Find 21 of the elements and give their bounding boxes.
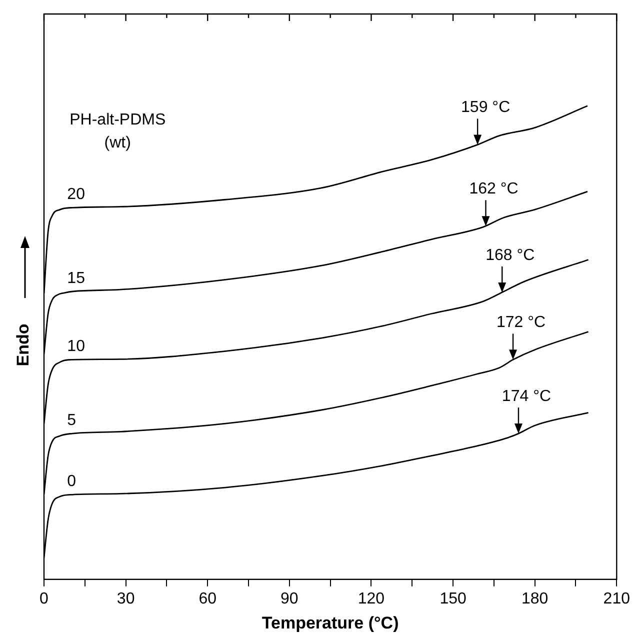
x-tick-label: 210 [603,590,630,608]
x-tick-label: 60 [198,590,217,608]
annotation: 162 °C [469,180,518,198]
series-label: 5 [67,412,76,429]
x-tick-label: 150 [440,590,466,608]
annotation: 159 °C [461,99,510,116]
annotation: 168 °C [486,246,535,264]
annotation: 174 °C [502,388,552,405]
series-label: 15 [67,270,86,287]
series-label: 10 [67,338,86,356]
y-axis-title: Endo [14,324,33,366]
x-tick-label: 120 [358,590,385,608]
legend-title: PH-alt-PDMS (wt) [70,111,166,152]
series-label: 0 [67,473,76,490]
x-axis-title: Temperature (°C) [262,613,399,632]
x-tick-label: 0 [40,590,49,608]
x-tick-label: 30 [116,590,135,608]
x-tick-label: 90 [280,590,298,608]
series-label: 20 [67,186,86,204]
x-tick-label: 180 [521,590,548,608]
annotation: 172 °C [496,314,546,332]
